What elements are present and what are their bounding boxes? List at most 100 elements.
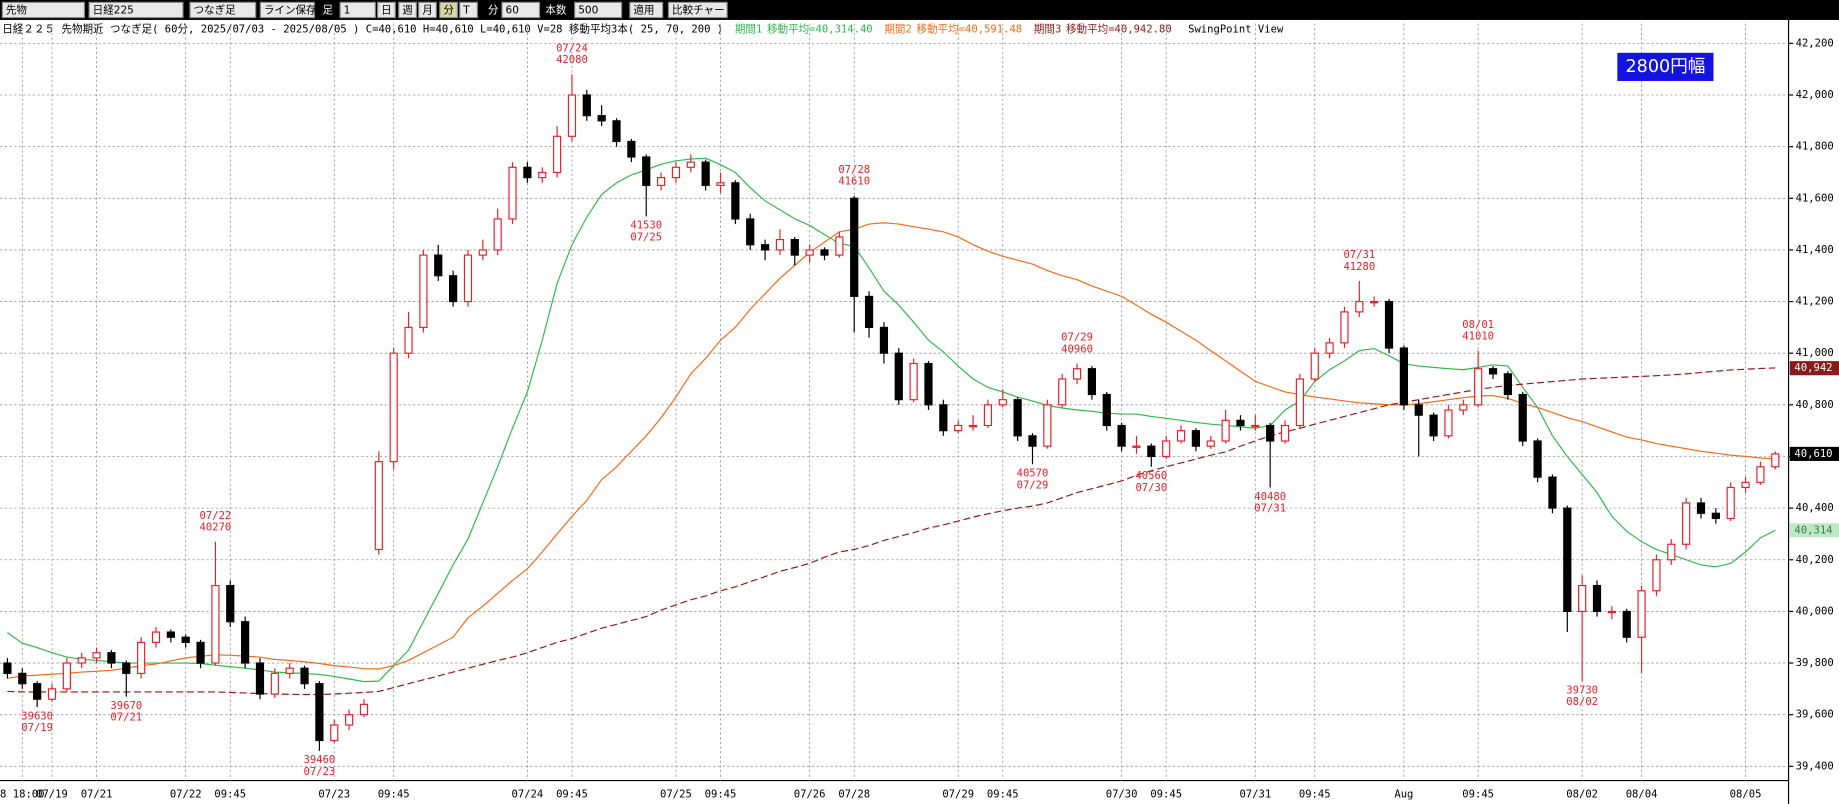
candle-body — [968, 424, 978, 428]
price-tag-label: 40,942 — [1794, 362, 1832, 374]
toolbar-label[interactable]: 日 — [381, 5, 392, 17]
price-tag-label: 40,610 — [1794, 448, 1832, 460]
candle-body — [508, 166, 517, 220]
candle-body — [1310, 352, 1319, 380]
swing-label: 40570 — [1017, 468, 1049, 480]
x-tick-label: 07/19 — [36, 789, 68, 801]
toolbar-label[interactable]: T — [462, 5, 470, 17]
candle-body — [642, 156, 651, 186]
candle-body — [597, 115, 606, 122]
swing-label: 41010 — [1462, 331, 1494, 343]
price-tag — [1789, 523, 1839, 538]
candle-body — [374, 461, 383, 551]
ma-line — [7, 157, 1776, 683]
toolbar-label[interactable]: 500 — [578, 5, 598, 17]
toolbar-label[interactable]: 1 — [344, 5, 351, 17]
candle-body — [1236, 419, 1245, 427]
candle-body — [3, 662, 12, 674]
toolbar-label[interactable]: 日経225 — [93, 4, 134, 17]
candle-body — [1206, 440, 1215, 447]
toolbar-control[interactable] — [1, 1, 86, 19]
candle-body — [1548, 476, 1557, 509]
toolbar-label[interactable]: 60 — [505, 5, 519, 17]
candle-body — [924, 362, 933, 406]
ma-line — [7, 222, 1776, 679]
toolbar-label[interactable]: 比較チャート — [672, 4, 735, 17]
candle-body — [1028, 435, 1037, 447]
toolbar-label[interactable]: 月 — [422, 5, 433, 17]
toolbar-control[interactable] — [418, 1, 437, 19]
x-tick-label: 07/23 — [318, 789, 350, 801]
toolbar-control[interactable] — [574, 1, 623, 19]
candle-body — [1592, 584, 1602, 612]
toolbar-control[interactable] — [189, 1, 257, 19]
candle-body — [1013, 399, 1022, 437]
toolbar-control[interactable] — [439, 1, 458, 19]
toolbar-label[interactable]: 先物 — [6, 4, 28, 17]
candle-body — [255, 662, 265, 695]
toolbar-control[interactable] — [377, 1, 396, 19]
ma-line — [7, 367, 1776, 696]
price-tag — [1789, 361, 1839, 376]
swing-label: 07/22 — [200, 510, 232, 522]
y-tick-label: 40,200 — [1796, 554, 1834, 566]
candle-body — [538, 171, 547, 179]
swing-label: 07/31 — [1343, 249, 1375, 261]
toolbar-control[interactable] — [629, 1, 664, 19]
candle-body — [1756, 466, 1765, 483]
toolbar-control[interactable] — [88, 1, 184, 19]
candle-body — [1682, 502, 1691, 545]
candle-body — [983, 404, 993, 427]
swing-label: 08/02 — [1566, 696, 1598, 708]
candle-body — [1221, 419, 1230, 442]
swing-label: 07/19 — [21, 722, 53, 734]
candle-body — [300, 667, 309, 685]
candle-body — [1058, 378, 1067, 406]
x-tick-label: 08/02 — [1566, 789, 1598, 801]
price-tag — [1789, 446, 1839, 461]
candle-body — [1325, 342, 1334, 354]
toolbar-label[interactable]: 週 — [402, 5, 413, 17]
y-tick-label: 40,000 — [1796, 605, 1834, 617]
toolbar-control[interactable] — [667, 1, 728, 19]
candle-body — [1771, 453, 1780, 468]
candle-body — [671, 166, 681, 179]
candle-body — [166, 631, 175, 638]
toolbar-label[interactable]: つなぎ足 — [194, 4, 237, 17]
toolbar-label[interactable]: 適用 — [633, 4, 654, 17]
toolbar-label[interactable]: ライン保存 — [264, 4, 317, 17]
candle-body — [954, 424, 963, 432]
candle-body — [894, 352, 903, 401]
candle-body — [1563, 507, 1572, 612]
candle-body — [612, 120, 621, 143]
toolbar-label: 本数 — [545, 4, 567, 17]
candle-body — [270, 672, 279, 695]
candle-body — [345, 714, 354, 726]
swing-label: 40270 — [200, 522, 232, 534]
toolbar-control[interactable] — [259, 1, 315, 19]
legend-name: 期間1 — [735, 23, 762, 35]
toolbar-label[interactable]: 分 — [443, 5, 454, 17]
toolbar-control[interactable] — [398, 1, 417, 19]
candle-body — [211, 584, 220, 664]
y-tick-label: 39,400 — [1796, 760, 1834, 772]
candle-body — [1444, 409, 1453, 437]
candle-body — [359, 703, 369, 716]
candle-body — [939, 404, 948, 432]
candle-body — [1488, 368, 1498, 375]
info-line: 日経２２５ 先物期近 つなぎ足( 60分, 2025/07/03 - 2025/… — [2, 22, 1284, 35]
x-tick-label: 07/24 — [512, 789, 544, 801]
candle-body — [701, 161, 710, 186]
y-tick-label: 40,400 — [1796, 502, 1834, 514]
toolbar-control[interactable] — [339, 1, 376, 19]
candle-body — [463, 254, 473, 303]
toolbar-control[interactable] — [459, 1, 478, 19]
candle-body — [790, 239, 799, 256]
candle-body — [1251, 424, 1260, 428]
swing-label: 39670 — [110, 700, 142, 712]
toolbar-control[interactable] — [501, 1, 541, 19]
swing-label: 07/21 — [110, 712, 142, 724]
candle-body — [864, 295, 874, 328]
x-tick-label: 07/30 — [1106, 789, 1138, 801]
candle-body — [998, 399, 1007, 406]
